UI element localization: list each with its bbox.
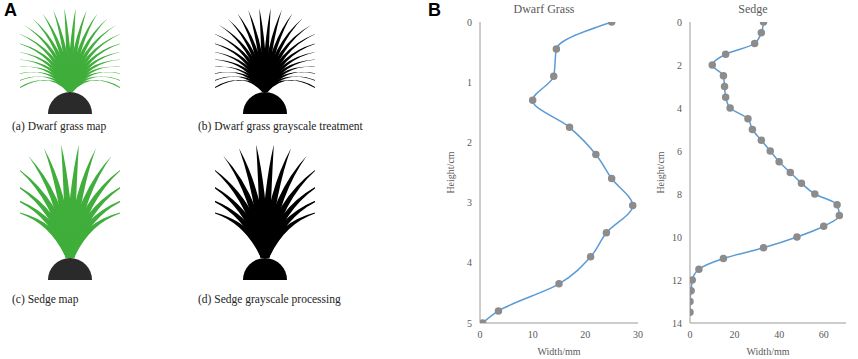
svg-text:6: 6 (677, 146, 682, 157)
svg-text:40: 40 (774, 329, 784, 340)
html-text:(d) Sedge grayscale processing: (d) Sedge grayscale processing (198, 293, 341, 305)
html-text:A: A (4, 0, 17, 20)
svg-text:12: 12 (672, 275, 682, 286)
svg-text:10: 10 (528, 329, 538, 340)
svg-text:8: 8 (677, 189, 682, 200)
html-text:Dwarf Grass: Dwarf Grass (513, 2, 575, 16)
svg-text:20: 20 (730, 329, 740, 340)
svg-text:3: 3 (467, 197, 472, 208)
html-text:Sedge: Sedge (738, 2, 768, 16)
svg-text:0: 0 (688, 329, 693, 340)
svg-text:0: 0 (478, 329, 483, 340)
svg-text:5: 5 (467, 318, 472, 329)
html-text:(b) Dwarf grass grayscale trea: (b) Dwarf grass grayscale treatment (198, 120, 363, 132)
svg-text:Width/mm: Width/mm (747, 346, 790, 357)
svg-text:10: 10 (672, 232, 682, 243)
svg-text:2: 2 (467, 137, 472, 148)
html-text:B: B (428, 0, 441, 20)
svg-text:1: 1 (467, 77, 472, 88)
svg-text:0: 0 (467, 17, 472, 28)
svg-text:30: 30 (633, 329, 643, 340)
svg-text:Height/cm: Height/cm (445, 151, 456, 193)
svg-text:0: 0 (677, 17, 682, 28)
svg-text:4: 4 (467, 257, 472, 268)
svg-text:4: 4 (677, 103, 682, 114)
svg-text:60: 60 (819, 329, 829, 340)
html-text:(c) Sedge map: (c) Sedge map (12, 293, 79, 305)
svg-text:14: 14 (672, 318, 682, 329)
html-text:(a) Dwarf grass map: (a) Dwarf grass map (12, 120, 107, 132)
svg-text:Width/mm: Width/mm (538, 346, 581, 357)
svg-text:20: 20 (580, 329, 590, 340)
svg-text:Height/cm: Height/cm (655, 151, 666, 193)
svg-text:2: 2 (677, 60, 682, 71)
